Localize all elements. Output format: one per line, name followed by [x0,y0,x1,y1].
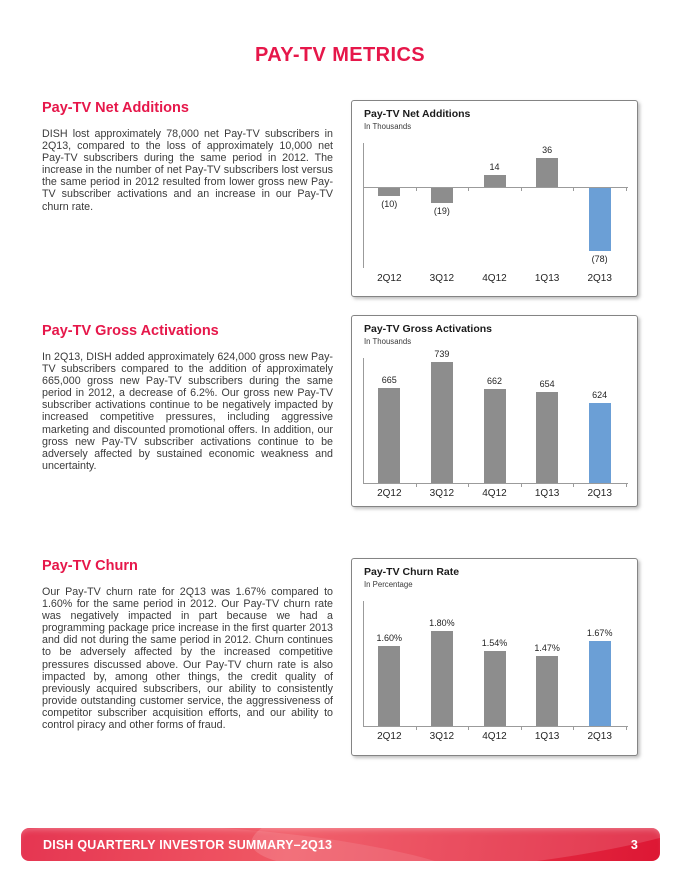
category-label: 4Q12 [482,488,507,499]
category-label: 3Q12 [429,273,455,284]
section-net-additions: Pay-TV Net Additions DISH lost approxima… [42,101,333,213]
section-body-net-additions: DISH lost approximately 78,000 net Pay-T… [42,128,333,213]
category-label: 4Q12 [482,731,507,742]
chart-net-additions: Pay-TV Net Additions In Thousands (10) 2Q… [351,100,638,297]
value-label: 654 [539,379,555,390]
bar-1Q13 [536,157,559,187]
x-axis-line [363,726,628,727]
section-body-churn: Our Pay-TV churn rate for 2Q13 was 1.67%… [42,586,333,732]
axis-tick [626,186,627,191]
category-label: 1Q13 [534,731,560,742]
value-label: 1.60% [376,633,403,644]
x-axis-line [363,186,628,188]
category-label: 2Q12 [377,488,402,499]
chart-title: Pay-TV Net Additions [364,108,471,120]
bar-2Q12 [378,646,401,726]
bar-3Q12 [430,361,453,483]
category-label: 2Q13 [587,731,612,742]
page-number: 3 [630,837,638,852]
axis-tick [415,483,417,487]
axis-tick [573,726,575,730]
section-body-gross-activations: In 2Q13, DISH added approximately 624,00… [42,351,333,472]
chart-title: Pay-TV Churn Rate [364,566,460,578]
value-label: 1.54% [481,638,508,648]
value-label: 662 [486,376,503,387]
category-label: 2Q12 [377,731,402,742]
bar-3Q12 [430,187,453,204]
bar-2Q12 [378,388,401,483]
y-axis-line [363,358,364,483]
bar-1Q13 [536,392,559,483]
page-title: PAY-TV METRICS [254,44,426,66]
footer-title: DISH QUARTERLY INVESTOR SUMMARY–2Q13 [43,837,333,852]
section-churn: Pay-TV Churn Our Pay-TV churn rate for 2… [42,558,333,732]
value-label: 36 [542,144,553,155]
value-label: (10) [381,198,398,209]
bar-4Q12 [483,175,506,187]
axis-tick [468,726,470,730]
axis-tick [468,483,470,487]
axis-tick [520,726,522,730]
category-label: 2Q12 [377,273,402,284]
footer-bar: DISH QUARTERLY INVESTOR SUMMARY–2Q13 3 [21,828,660,861]
chart-title: Pay-TV Gross Activations [364,323,492,335]
value-label: 1.67% [586,628,613,639]
axis-tick [626,726,627,730]
category-label: 3Q12 [429,731,455,742]
bar-2Q13 [588,187,611,252]
axis-tick [520,186,522,191]
section-heading-gross-activations: Pay-TV Gross Activations [42,323,219,339]
value-label: 739 [434,348,450,359]
section-gross-activations: Pay-TV Gross Activations In 2Q13, DISH a… [42,324,333,472]
axis-tick [573,186,575,191]
category-label: 1Q13 [534,273,560,284]
bar-2Q13 [588,641,611,726]
bar-3Q12 [430,631,453,726]
bar-2Q13 [588,403,611,483]
axis-tick [626,483,627,487]
bar-4Q12 [483,389,506,483]
category-label: 1Q13 [534,488,560,499]
value-label: 1.47% [534,643,560,654]
x-axis-line [363,483,628,484]
plot-area: 1.60% 2Q12 1.80% 3Q12 1.54% 4Q12 1.47% 1Q13 1.67… [352,559,637,755]
bar-1Q13 [536,656,559,726]
category-label: 3Q12 [429,488,455,499]
value-label: 1.80% [429,618,455,629]
axis-tick [415,186,417,191]
chart-churn-rate: Pay-TV Churn Rate In Percentage 1.60% 2Q1… [351,558,638,756]
section-heading-churn: Pay-TV Churn [42,558,138,574]
chart-subtitle: In Thousands [364,122,412,131]
category-label: 2Q13 [587,273,612,284]
axis-tick [468,186,470,191]
y-axis-line [363,601,364,726]
section-heading-net-additions: Pay-TV Net Additions [42,100,189,116]
chart-gross-activations: Pay-TV Gross Activations In Thousands 66… [351,315,638,507]
bar-4Q12 [483,651,506,726]
value-label: (19) [433,206,450,217]
bar-2Q12 [378,187,401,196]
category-label: 2Q13 [587,488,612,499]
axis-tick [573,483,575,487]
value-label: 14 [489,162,500,173]
category-label: 4Q12 [482,273,507,284]
axis-tick [520,483,522,487]
plot-area: (10) 2Q12 (19) 3Q12 14 4Q12 36 1Q13 (78) 2Q13 [352,101,637,296]
chart-subtitle: In Thousands [364,337,412,346]
axis-tick [415,726,417,730]
value-label: (78) [591,254,608,265]
value-label: 665 [381,375,397,386]
value-label: 624 [592,390,608,400]
plot-area: 665 2Q12 739 3Q12 662 4Q12 654 1Q13 624 2Q13 [352,316,637,506]
y-axis-line [363,143,364,268]
chart-subtitle: In Percentage [364,580,413,589]
